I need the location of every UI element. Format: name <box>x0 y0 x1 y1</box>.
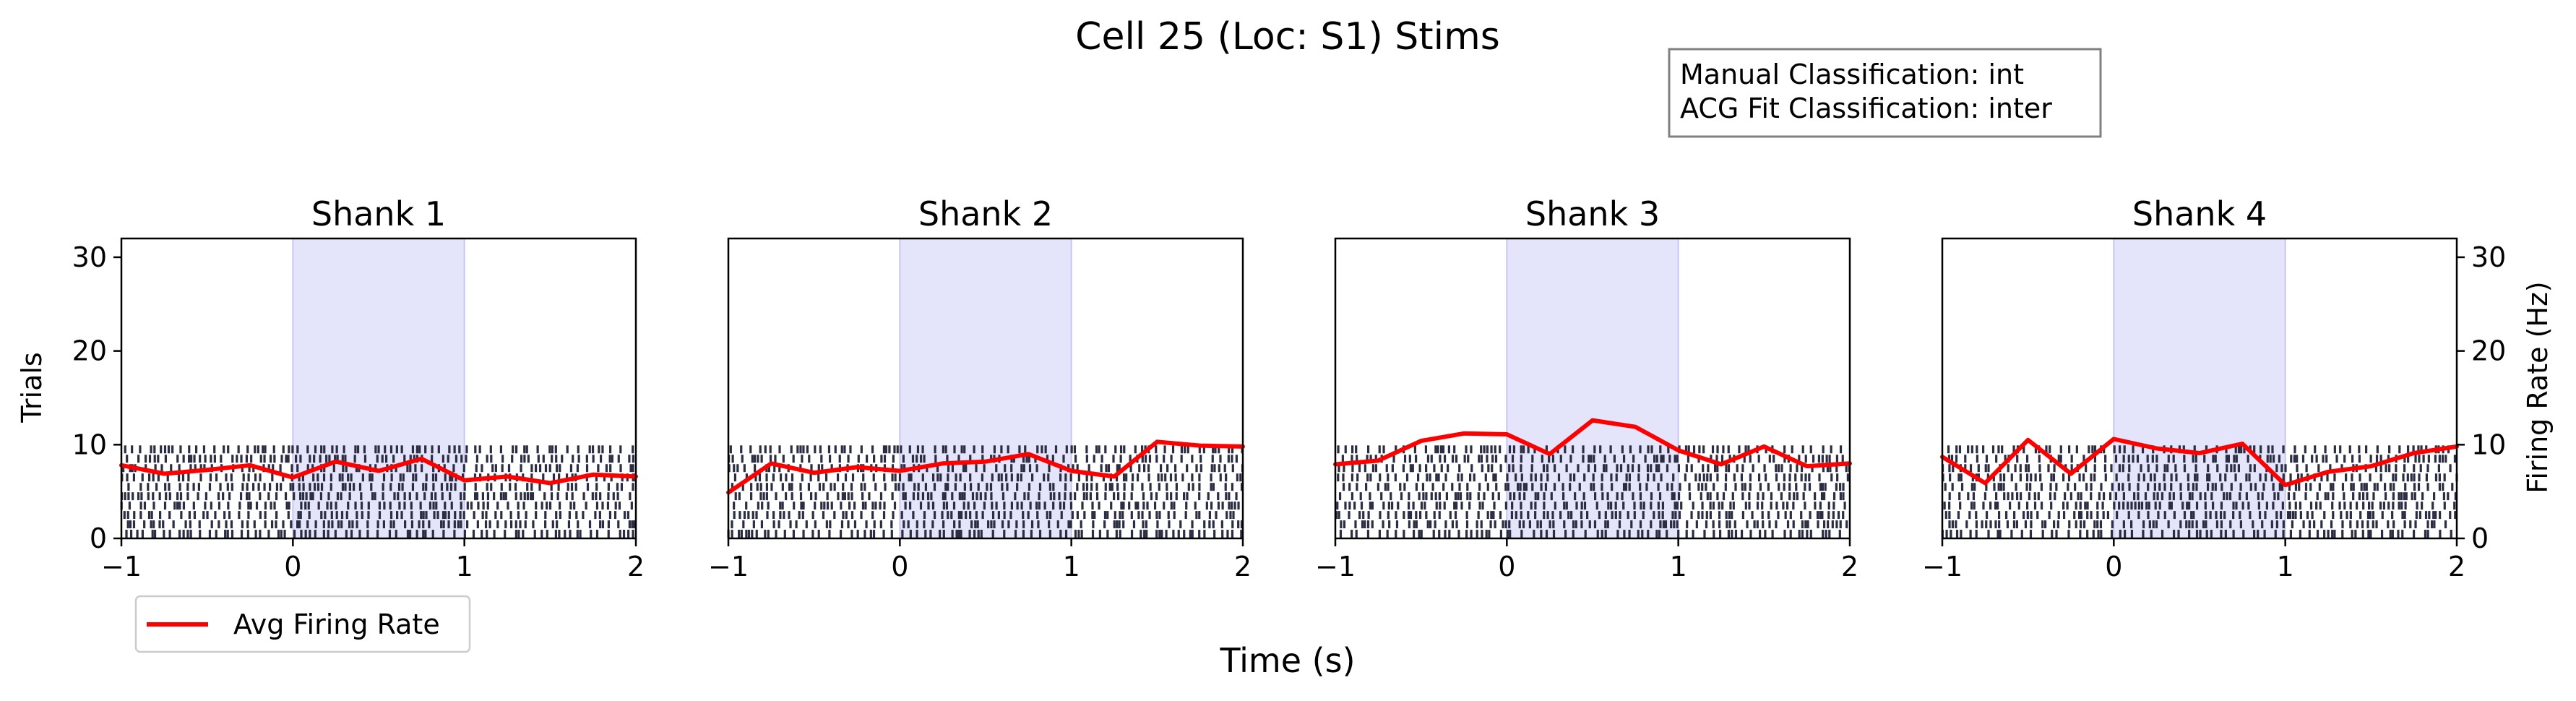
y-tick-label: 0 <box>90 522 107 554</box>
stim-window-shade <box>2113 238 2286 539</box>
panel-2: Shank 2 −1 0 1 2 <box>708 194 1252 582</box>
figure-title: Cell 25 (Loc: S1) Stims <box>1075 15 1500 59</box>
stim-window-shade <box>292 238 465 539</box>
stim-window-shade <box>1506 238 1679 539</box>
panel-title: Shank 2 <box>918 194 1053 233</box>
x-tick-label: 0 <box>284 551 301 582</box>
x-tick-label: 2 <box>627 551 645 582</box>
x-tick-label: 0 <box>1498 551 1515 582</box>
x-tick-label: −1 <box>1922 551 1963 582</box>
x-tick-label: 2 <box>1234 551 1252 582</box>
panel-title: Shank 3 <box>1525 194 1660 233</box>
x-tick-label: −1 <box>1315 551 1356 582</box>
firing-rate-line <box>726 439 1245 495</box>
legend-label: Avg Firing Rate <box>233 608 440 640</box>
acg-classification-label: ACG Fit Classification: inter <box>1680 93 2052 124</box>
firing-rate-line <box>1333 418 1852 469</box>
x-axis-label: Time (s) <box>1219 641 1355 680</box>
plot-frame <box>1334 237 1851 540</box>
x-tick-label: 0 <box>891 551 908 582</box>
x-tick-label: 1 <box>2277 551 2294 582</box>
info-box: Manual Classification: int ACG Fit Class… <box>1668 48 2102 138</box>
y-tick-label: 10 <box>72 429 107 460</box>
plot-frame <box>120 237 637 540</box>
spike-raster <box>727 445 1244 538</box>
spike-raster <box>1335 445 1851 538</box>
panel-title: Shank 1 <box>311 194 446 233</box>
plot-frame <box>727 237 1244 540</box>
rate-tick-label: 20 <box>2471 335 2506 367</box>
legend-frame <box>134 595 471 653</box>
rate-tick-label: 10 <box>2471 429 2506 460</box>
info-box-frame <box>1668 48 2102 138</box>
x-tick-label: 0 <box>2105 551 2122 582</box>
spike-raster <box>120 445 637 538</box>
x-tick-label: −1 <box>708 551 749 582</box>
x-tick-label: 1 <box>1063 551 1080 582</box>
y-tick-label: 30 <box>72 241 107 273</box>
left-y-axis-label: Trials <box>16 352 48 423</box>
x-tick-label: −1 <box>101 551 142 582</box>
rate-tick-label: 0 <box>2471 522 2489 554</box>
x-tick-label: 2 <box>1841 551 1858 582</box>
x-tick-label: 2 <box>2448 551 2465 582</box>
manual-classification-label: Manual Classification: int <box>1680 59 2024 90</box>
stim-window-shade <box>899 238 1072 539</box>
legend[interactable]: Avg Firing Rate <box>134 595 471 653</box>
right-y-axis-label: Firing Rate (Hz) <box>2522 281 2554 494</box>
firing-rate-line <box>1940 436 2459 488</box>
spike-raster <box>1941 445 2458 538</box>
x-tick-label: 1 <box>456 551 473 582</box>
firing-rate-line <box>119 456 638 486</box>
rate-tick-label: 30 <box>2471 241 2506 273</box>
x-tick-label: 1 <box>1670 551 1687 582</box>
y-tick-label: 20 <box>72 335 107 367</box>
panel-title: Shank 4 <box>2132 194 2267 233</box>
plot-frame <box>1941 237 2458 540</box>
panel-3: Shank 3 −1 0 1 2 <box>1315 194 1858 582</box>
